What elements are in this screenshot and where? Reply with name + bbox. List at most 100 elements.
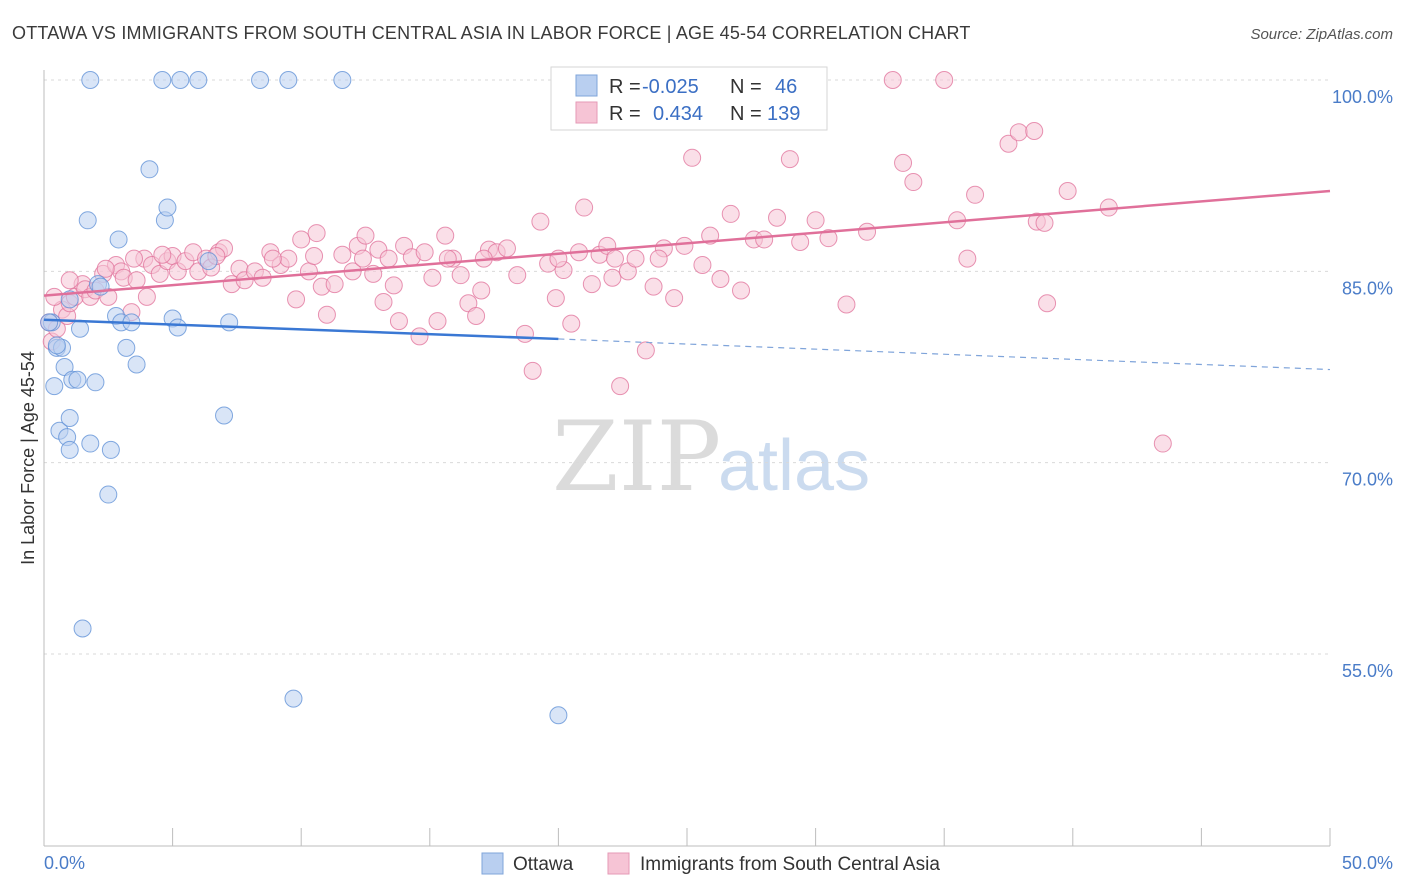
- stats-legend: R = -0.025 N = 46 R = 0.434 N = 139: [550, 66, 828, 131]
- immigrants-point: [780, 150, 799, 169]
- immigrants-point: [96, 259, 115, 278]
- immigrants-point: [472, 281, 491, 300]
- watermark: ZIP atlas: [552, 401, 870, 513]
- legend-ottawa-swatch: [481, 852, 504, 875]
- immigrants-point: [636, 341, 655, 360]
- immigrants-point: [125, 249, 144, 268]
- immigrants-point: [644, 277, 663, 296]
- immigrants-point: [127, 271, 146, 290]
- y-tick-label: 85.0%: [1342, 278, 1393, 298]
- ottawa-point: [109, 230, 128, 249]
- immigrants-r-label: R =: [609, 103, 641, 125]
- immigrants-point: [436, 226, 455, 245]
- ottawa-point: [279, 71, 298, 89]
- immigrants-point: [562, 314, 581, 333]
- immigrants-point: [1009, 123, 1028, 142]
- y-tick-labels: 100.0% 85.0% 70.0% 55.0%: [1332, 87, 1393, 681]
- x-tick-label-max: 50.0%: [1342, 853, 1393, 873]
- immigrants-point: [287, 290, 306, 309]
- immigrants-point: [307, 224, 326, 243]
- immigrants-point: [423, 268, 442, 287]
- immigrants-point: [1153, 434, 1172, 453]
- immigrants-point: [1025, 122, 1044, 141]
- immigrants-point: [263, 249, 282, 268]
- ottawa-n-value: 46: [775, 76, 797, 98]
- watermark-atlas: atlas: [718, 426, 870, 506]
- x-tick-marks: [43, 828, 1331, 846]
- ottawa-point: [86, 373, 105, 392]
- immigrants-point: [428, 312, 447, 331]
- immigrants-point: [806, 211, 825, 230]
- immigrants-point: [582, 275, 601, 294]
- gridlines: [44, 79, 1330, 655]
- immigrants-point: [508, 266, 527, 285]
- immigrants-point: [626, 249, 645, 268]
- immigrants-point: [379, 249, 398, 268]
- ottawa-point: [60, 290, 79, 309]
- immigrants-point: [575, 198, 594, 217]
- chart-source: Source: ZipAtlas.com: [1250, 26, 1393, 43]
- immigrants-point: [858, 222, 877, 241]
- ottawa-point: [127, 355, 146, 374]
- ottawa-point: [117, 338, 136, 357]
- y-tick-label: 70.0%: [1342, 470, 1393, 490]
- ottawa-swatch: [575, 74, 598, 97]
- immigrants-point: [768, 208, 787, 227]
- immigrants-point: [497, 239, 516, 258]
- legend-immigrants-label: Immigrants from South Central Asia: [640, 854, 940, 875]
- ottawa-point: [101, 440, 120, 459]
- ottawa-point: [333, 71, 352, 89]
- ottawa-trend-line: [43, 318, 559, 341]
- ottawa-point: [47, 336, 66, 355]
- ottawa-point: [171, 71, 190, 89]
- y-axis-label: In Labor Force | Age 45-54: [18, 351, 38, 565]
- immigrants-point: [966, 185, 985, 204]
- immigrants-point: [603, 268, 622, 287]
- immigrants-point: [935, 71, 954, 89]
- ottawa-point: [45, 377, 64, 396]
- immigrants-point: [299, 262, 318, 281]
- immigrants-point: [523, 361, 542, 380]
- immigrants-point: [999, 134, 1018, 153]
- watermark-zip: ZIP: [552, 401, 721, 513]
- ottawa-point: [284, 689, 303, 708]
- immigrants-point: [153, 245, 172, 264]
- immigrants-n-label: N =: [730, 103, 762, 125]
- immigrants-point: [451, 266, 470, 285]
- legend-ottawa-label: Ottawa: [513, 854, 574, 875]
- ottawa-n-label: N =: [730, 76, 762, 98]
- trend-lines: [43, 189, 1331, 371]
- immigrants-point: [819, 229, 838, 248]
- x-tick-label-min: 0.0%: [44, 853, 85, 873]
- ottawa-point: [220, 313, 239, 332]
- immigrants-n-value: 139: [767, 103, 800, 125]
- immigrants-trend-line: [43, 189, 1331, 297]
- immigrants-point: [675, 236, 694, 255]
- immigrants-point: [374, 292, 393, 311]
- immigrants-swatch: [575, 101, 598, 124]
- ottawa-point: [78, 211, 97, 230]
- legend-immigrants-swatch: [607, 852, 630, 875]
- immigrants-point: [721, 204, 740, 223]
- immigrants-point: [837, 295, 856, 314]
- immigrants-point: [711, 269, 730, 288]
- immigrants-point: [279, 249, 298, 268]
- immigrants-point: [515, 324, 534, 343]
- chart-title: OTTAWA VS IMMIGRANTS FROM SOUTH CENTRAL …: [12, 23, 971, 43]
- immigrants-point: [325, 275, 344, 294]
- immigrants-point: [305, 247, 324, 266]
- immigrants-point: [611, 377, 630, 396]
- ottawa-point: [81, 71, 100, 89]
- ottawa-point: [60, 440, 79, 459]
- ottawa-point: [99, 485, 118, 504]
- immigrants-point: [904, 173, 923, 192]
- immigrants-point: [353, 249, 372, 268]
- immigrants-point: [683, 148, 702, 167]
- immigrants-point: [693, 255, 712, 274]
- ottawa-point: [153, 71, 172, 89]
- immigrants-point: [531, 212, 550, 231]
- ottawa-point: [189, 71, 208, 89]
- ottawa-r-value: -0.025: [642, 76, 699, 98]
- y-tick-label: 100.0%: [1332, 87, 1393, 107]
